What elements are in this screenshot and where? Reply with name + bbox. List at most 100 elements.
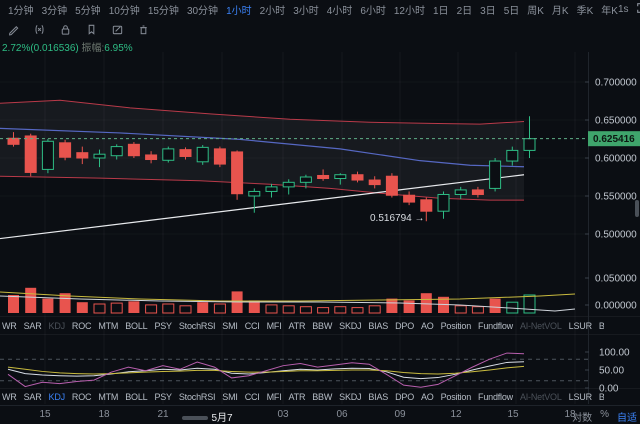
indicator-tab-CCI[interactable]: CCI <box>245 392 260 402</box>
indicator-tab-SMI[interactable]: SMI <box>222 392 237 402</box>
time-label: 15 <box>39 409 50 420</box>
indicator-tab-BASIS[interactable]: BASIS <box>599 392 604 402</box>
indicator-tab-BOLL[interactable]: BOLL <box>125 321 147 331</box>
resolution-label: 1s <box>618 4 629 15</box>
timeframe-bar: 1分钟 3分钟 5分钟 10分钟 15分钟 30分钟 1小时 2小时 3小时 4小时 6小时 12小时… <box>0 0 640 19</box>
indicator-tab-AO[interactable]: AO <box>421 392 434 402</box>
timeframe-15分钟[interactable]: 15分钟 <box>148 2 179 17</box>
timeframe-1分钟[interactable]: 1分钟 <box>8 2 34 17</box>
indicator-tab-BASIS[interactable]: BASIS <box>599 321 604 331</box>
bookmark-icon[interactable] <box>85 23 98 36</box>
timeframe-5分钟[interactable]: 5分钟 <box>75 2 101 17</box>
indicator-tab-MFI[interactable]: MFI <box>267 392 282 402</box>
timeframe-1小时[interactable]: 1小时 <box>226 2 252 17</box>
indicator-tab-MTM[interactable]: MTM <box>98 392 118 402</box>
svg-text:0.625416: 0.625416 <box>593 134 635 145</box>
indicator-tab-SKDJ[interactable]: SKDJ <box>339 321 361 331</box>
timeframe-4小时[interactable]: 4小时 <box>327 2 353 17</box>
indicator-tab-BIAS[interactable]: BIAS <box>368 392 388 402</box>
indicator-tab-PSY[interactable]: PSY <box>154 321 171 331</box>
timeframe-3分钟[interactable]: 3分钟 <box>42 2 68 17</box>
price-chart-svg[interactable]: 0.516794 → 0.700000 0.650000 0.600000 0.5500… <box>0 52 640 405</box>
edit-icon[interactable] <box>111 23 124 36</box>
svg-text:0.500000: 0.500000 <box>595 230 637 241</box>
svg-text:0.700000: 0.700000 <box>595 78 637 89</box>
magnet-icon[interactable] <box>33 23 46 36</box>
indicator-tab-WR[interactable]: WR <box>2 321 17 331</box>
indicator-tab-SAR[interactable]: SAR <box>24 392 42 402</box>
svg-text:0.550000: 0.550000 <box>595 192 637 203</box>
indicator-tab-SKDJ[interactable]: SKDJ <box>339 392 361 402</box>
time-label: 06 <box>336 409 347 420</box>
timeframe-周K[interactable]: 周K <box>527 2 544 17</box>
timeframe-10分钟[interactable]: 10分钟 <box>109 2 140 17</box>
indicator-tab-BBW[interactable]: BBW <box>312 321 332 331</box>
indicator-tab-AI-NetVOL[interactable]: AI-NetVOL <box>520 392 562 402</box>
svg-text:0.650000: 0.650000 <box>595 116 637 127</box>
svg-text:0.000000: 0.000000 <box>595 301 637 312</box>
timeframe-list: 1分钟 3分钟 5分钟 10分钟 15分钟 30分钟 1小时 2小时 3小时 4小时 6小时 12小时… <box>8 2 618 17</box>
indicator-tab-KDJ[interactable]: KDJ <box>49 321 65 331</box>
draw-icon[interactable] <box>7 23 20 36</box>
indicator-tab-DPO[interactable]: DPO <box>395 392 414 402</box>
timeframe-6小时[interactable]: 6小时 <box>360 2 386 17</box>
timeframe-2小时[interactable]: 2小时 <box>260 2 286 17</box>
timeframe-2日[interactable]: 2日 <box>457 2 473 17</box>
timeframe-5日[interactable]: 5日 <box>504 2 520 17</box>
indicator-tabs-row-1: WR SAR KDJ ROC MTM BOLL PSY StochRSI SMI CCI MFI AT… <box>2 318 604 334</box>
indicator-tab-BIAS[interactable]: BIAS <box>368 321 388 331</box>
indicator-tab-Position[interactable]: Position <box>441 321 471 331</box>
indicator-tab-Position[interactable]: Position <box>441 392 471 402</box>
indicator-tab-StochRSI[interactable]: StochRSI <box>179 321 215 331</box>
indicator-tab-ROC[interactable]: ROC <box>72 392 91 402</box>
indicator-tab-Fundflow[interactable]: Fundflow <box>478 321 513 331</box>
time-label: 15 <box>507 409 518 420</box>
svg-text:0.600000: 0.600000 <box>595 154 637 165</box>
indicator-tab-BBW[interactable]: BBW <box>312 392 332 402</box>
time-label: 03 <box>277 409 288 420</box>
indicator-tab-ROC[interactable]: ROC <box>72 321 91 331</box>
svg-text:0.050000: 0.050000 <box>595 274 637 285</box>
indicator-tab-WR[interactable]: WR <box>2 392 17 402</box>
indicator-tab-AI-NetVOL[interactable]: AI-NetVOL <box>520 321 562 331</box>
timeframe-季K[interactable]: 季K <box>577 2 594 17</box>
indicator-tab-DPO[interactable]: DPO <box>395 321 414 331</box>
timeframe-30分钟[interactable]: 30分钟 <box>187 2 218 17</box>
svg-text:0.516794 →: 0.516794 → <box>370 213 425 224</box>
indicator-tab-PSY[interactable]: PSY <box>154 392 171 402</box>
indicator-tab-CCI[interactable]: CCI <box>245 321 260 331</box>
indicator-tab-ATR[interactable]: ATR <box>289 392 306 402</box>
svg-text:100.00: 100.00 <box>599 348 630 359</box>
indicator-tab-LSUR[interactable]: LSUR <box>569 321 592 331</box>
indicator-tab-ATR[interactable]: ATR <box>289 321 306 331</box>
delete-icon[interactable] <box>137 23 150 36</box>
timeframe-月K[interactable]: 月K <box>552 2 569 17</box>
timeframe-3日[interactable]: 3日 <box>480 2 496 17</box>
time-label: 09 <box>394 409 405 420</box>
fullscreen-icon[interactable] <box>636 2 640 17</box>
indicator-tab-LSUR[interactable]: LSUR <box>569 392 592 402</box>
indicator-tab-SMI[interactable]: SMI <box>222 321 237 331</box>
indicator-tab-AO[interactable]: AO <box>421 321 434 331</box>
time-label: 21 <box>157 409 168 420</box>
lock-icon[interactable] <box>59 23 72 36</box>
indicator-tab-MFI[interactable]: MFI <box>267 321 282 331</box>
timeframe-3小时[interactable]: 3小时 <box>293 2 319 17</box>
indicator-tab-KDJ[interactable]: KDJ <box>49 392 65 402</box>
timeframe-1日[interactable]: 1日 <box>433 2 449 17</box>
indicator-tab-SAR[interactable]: SAR <box>24 321 42 331</box>
indicator-tab-Fundflow[interactable]: Fundflow <box>478 392 513 402</box>
vertical-scrollbar[interactable] <box>635 200 639 217</box>
drawing-tools-bar <box>0 21 150 37</box>
indicator-tab-BOLL[interactable]: BOLL <box>125 392 147 402</box>
timeframe-年K[interactable]: 年K <box>601 2 618 17</box>
indicator-tabs-row-2: WR SAR KDJ ROC MTM BOLL PSY StochRSI SMI CCI MFI AT… <box>2 389 604 404</box>
horizontal-scrollbar[interactable] <box>182 416 208 420</box>
time-label: 18 <box>98 409 109 420</box>
indicator-tab-StochRSI[interactable]: StochRSI <box>179 392 215 402</box>
timeframe-12小时[interactable]: 12小时 <box>394 2 425 17</box>
toolbar-right: 1s 单窗口 ▼ <box>618 0 640 19</box>
time-label: 12 <box>450 409 461 420</box>
indicator-tab-MTM[interactable]: MTM <box>98 321 118 331</box>
